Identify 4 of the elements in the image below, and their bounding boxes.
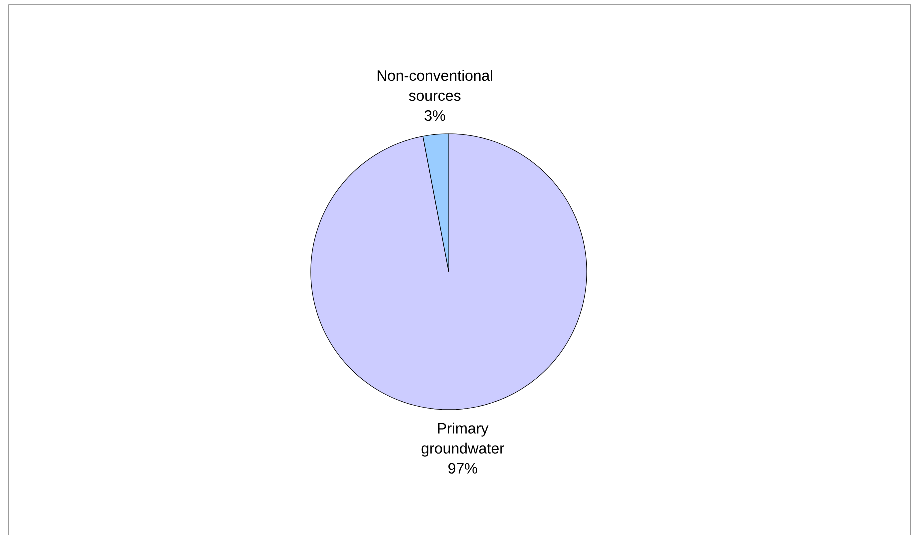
slice-label: Non-conventional sources [378, 70, 492, 102]
data-label: 3% [424, 110, 446, 122]
slice-label: Primary groundwater [422, 422, 504, 457]
data-label: 97% [448, 463, 478, 474]
